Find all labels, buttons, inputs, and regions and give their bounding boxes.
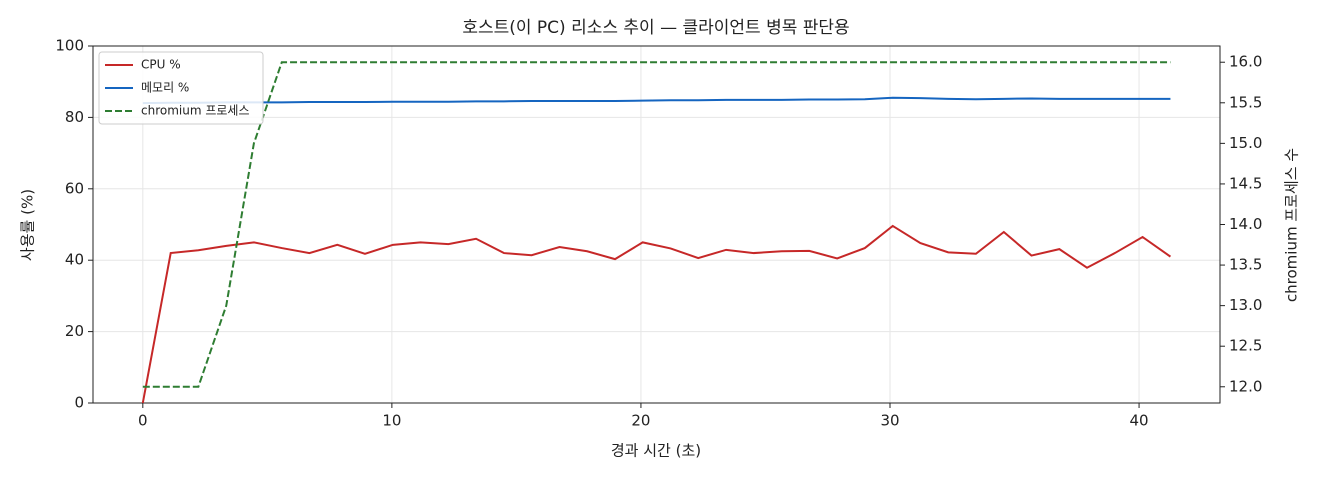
legend-label: CPU % bbox=[141, 58, 181, 72]
y-tick-label: 40 bbox=[65, 251, 84, 269]
y2-tick-label: 12.5 bbox=[1229, 337, 1262, 355]
chart-title: 호스트(이 PC) 리소스 추이 — 클라이언트 병목 판단용 bbox=[462, 18, 849, 38]
x-axis-label: 경과 시간 (초) bbox=[611, 442, 701, 460]
legend-label: chromium 프로세스 bbox=[141, 104, 250, 118]
x-tick-label: 10 bbox=[382, 412, 401, 430]
x-tick-label: 30 bbox=[880, 412, 899, 430]
y-tick-label: 100 bbox=[55, 37, 84, 55]
x-tick-label: 40 bbox=[1130, 412, 1149, 430]
legend-label: 메모리 % bbox=[141, 81, 189, 95]
y-tick-label: 20 bbox=[65, 322, 84, 340]
y-tick-label: 60 bbox=[65, 179, 84, 197]
x-tick-label: 20 bbox=[631, 412, 650, 430]
y2-tick-label: 13.5 bbox=[1229, 256, 1262, 274]
y2-tick-label: 15.5 bbox=[1229, 93, 1262, 111]
x-tick-label: 0 bbox=[138, 412, 148, 430]
series-line bbox=[141, 224, 1172, 404]
series-line bbox=[142, 61, 1171, 388]
legend-box bbox=[98, 51, 264, 125]
y-tick-label: 80 bbox=[65, 108, 84, 126]
y2-tick-label: 14.5 bbox=[1229, 174, 1262, 192]
y-axis-label: 사용률 (%) bbox=[19, 189, 37, 261]
y2-tick-label: 14.0 bbox=[1229, 215, 1262, 233]
y-tick-label: 0 bbox=[74, 394, 84, 412]
y2-tick-label: 12.0 bbox=[1229, 377, 1262, 395]
y2-tick-label: 13.0 bbox=[1229, 296, 1262, 314]
y2-tick-label: 15.0 bbox=[1229, 134, 1262, 152]
series-line bbox=[142, 96, 1171, 105]
y2-tick-label: 16.0 bbox=[1229, 53, 1262, 71]
plot-frame bbox=[92, 45, 1221, 404]
y2-axis-label: chromium 프로세스 수 bbox=[1283, 148, 1301, 302]
